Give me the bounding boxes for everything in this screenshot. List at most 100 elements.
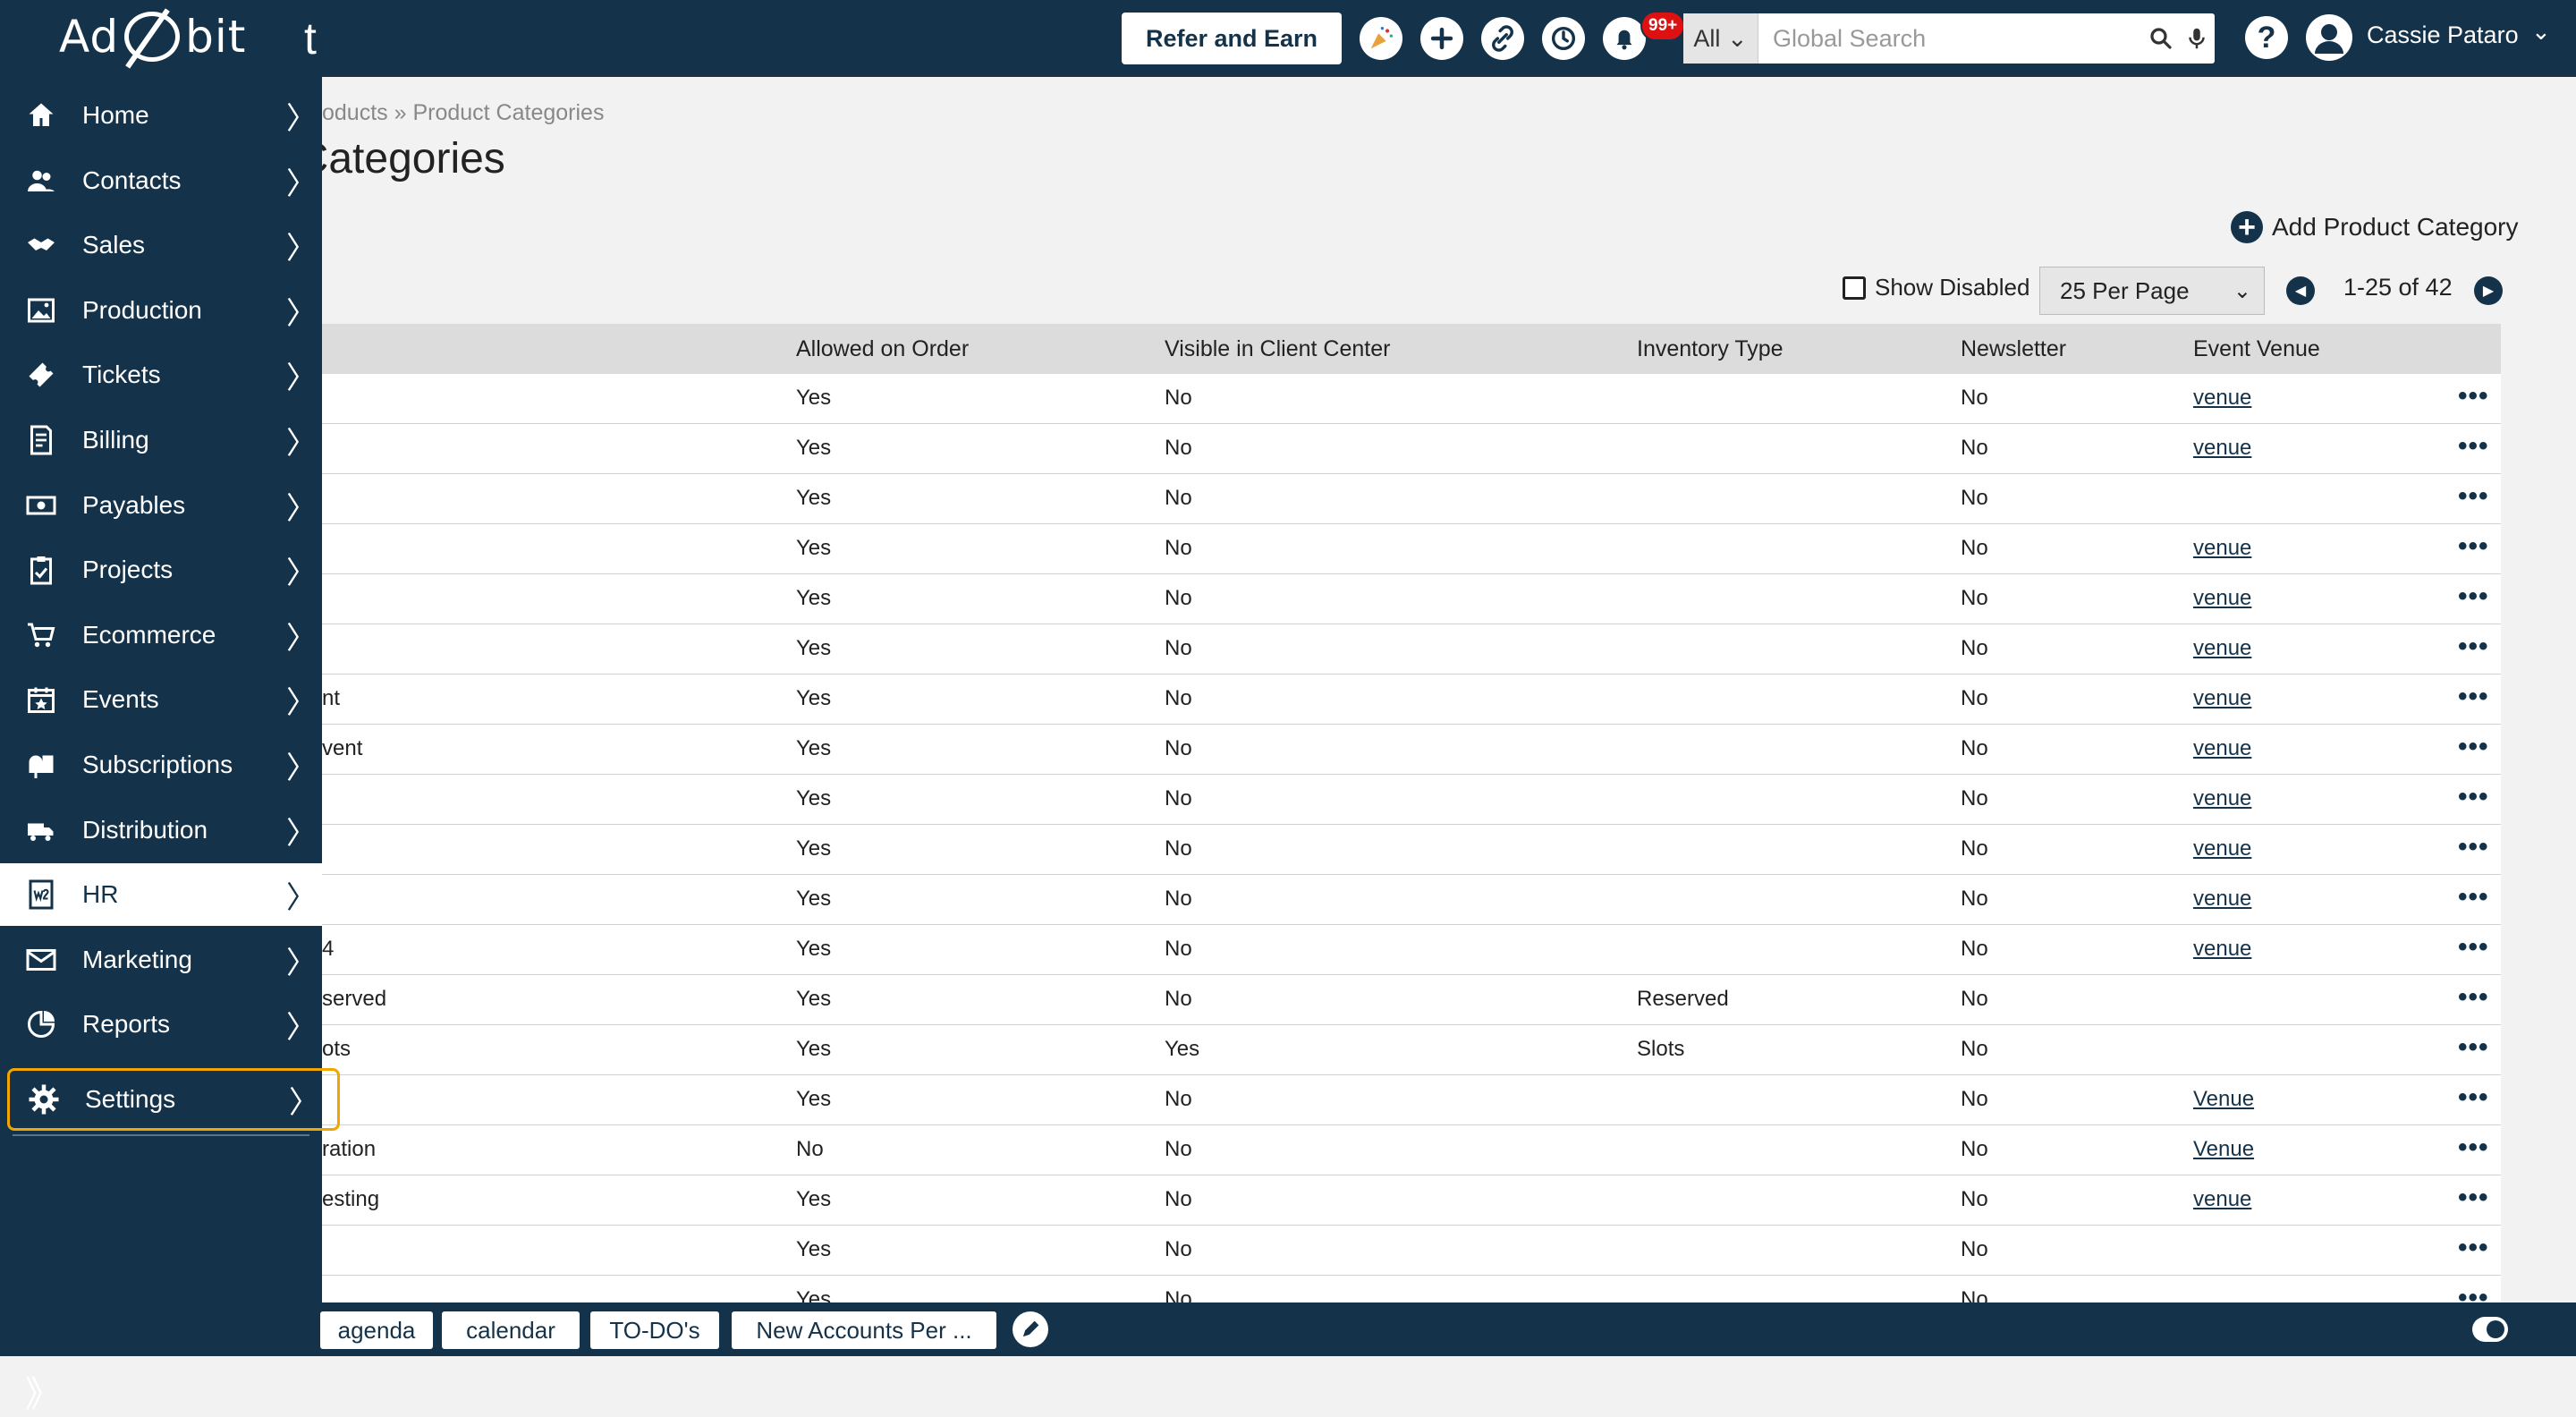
sidebar-item-projects[interactable]: Projects 〉 (0, 539, 322, 601)
adorbit-logo[interactable]: Ad bit (59, 5, 246, 68)
help-icon[interactable]: ? (2245, 16, 2288, 59)
cell-event-venue[interactable]: venue (2193, 937, 2252, 961)
column-header-visible-in-client-center[interactable]: Visible in Client Center (1165, 336, 1391, 361)
table-row[interactable]: Yes No No venue ••• (0, 374, 2501, 424)
row-menu-icon[interactable]: ••• (2458, 932, 2489, 962)
row-menu-icon[interactable]: ••• (2458, 581, 2489, 611)
table-row[interactable]: Yes No No venue ••• (0, 825, 2501, 875)
cell-event-venue[interactable]: Venue (2193, 1137, 2255, 1161)
table-row[interactable]: Yes No No venue ••• (0, 775, 2501, 825)
cell-event-venue[interactable]: venue (2193, 1187, 2252, 1211)
table-row[interactable]: Yes No No Venue ••• (0, 1075, 2501, 1125)
show-disabled-checkbox[interactable] (1843, 276, 1866, 300)
table-row[interactable]: Yes No No ••• (0, 474, 2501, 524)
bell-icon[interactable] (1603, 17, 1646, 60)
search-icon[interactable] (2143, 16, 2179, 61)
link-icon[interactable] (1481, 17, 1524, 60)
column-header-allowed-on-order[interactable]: Allowed on Order (796, 336, 970, 361)
sidebar-item-home[interactable]: Home 〉 (0, 84, 322, 147)
column-header-event-venue[interactable]: Event Venue (2193, 336, 2320, 361)
sidebar-item-contacts[interactable]: Contacts 〉 (0, 149, 322, 212)
table-row[interactable]: esting Yes No No venue ••• (0, 1175, 2501, 1226)
edit-icon[interactable] (1013, 1311, 1048, 1347)
search-scope-select[interactable]: All ⌄ (1683, 13, 1758, 64)
cell-event-venue[interactable]: venue (2193, 686, 2252, 710)
row-menu-icon[interactable]: ••• (2458, 782, 2489, 811)
table-row[interactable]: 4 Yes No No venue ••• (0, 925, 2501, 975)
sidebar-item-subscriptions[interactable]: Subscriptions 〉 (0, 734, 322, 796)
table-row[interactable]: vent Yes No No venue ••• (0, 725, 2501, 775)
party-popper-icon[interactable] (1360, 17, 1402, 60)
row-menu-icon[interactable]: ••• (2458, 1133, 2489, 1162)
table-row[interactable]: ots Yes Yes Slots No ••• (0, 1025, 2501, 1075)
row-menu-icon[interactable]: ••• (2458, 632, 2489, 661)
sidebar-item-marketing[interactable]: Marketing 〉 (0, 929, 322, 991)
row-menu-icon[interactable]: ••• (2458, 1183, 2489, 1212)
table-row[interactable]: Yes No No venue ••• (0, 424, 2501, 474)
row-menu-icon[interactable]: ••• (2458, 682, 2489, 711)
next-page-icon[interactable]: ▶ (2474, 276, 2503, 305)
sidebar-item-payables[interactable]: Payables 〉 (0, 474, 322, 537)
sidebar-item-tickets[interactable]: Tickets 〉 (0, 344, 322, 406)
bottom-tab-agenda[interactable]: agenda (320, 1311, 433, 1349)
table-row[interactable]: Yes No No venue ••• (0, 524, 2501, 574)
row-menu-icon[interactable]: ••• (2458, 882, 2489, 912)
bottom-tab-todos[interactable]: TO-DO's (590, 1311, 719, 1349)
chevron-down-icon[interactable]: ⌄ (2531, 18, 2551, 45)
per-page-select[interactable]: 25 Per Page ⌄ (2039, 267, 2265, 315)
bottom-tab-calendar[interactable]: calendar (442, 1311, 580, 1349)
history-icon[interactable] (1542, 17, 1585, 60)
table-row[interactable]: Yes No No venue ••• (0, 624, 2501, 675)
table-row[interactable]: Yes No No venue ••• (0, 875, 2501, 925)
plus-circle-icon[interactable] (1420, 17, 1463, 60)
sidebar-item-sales[interactable]: Sales 〉 (0, 214, 322, 276)
cell-event-venue[interactable]: venue (2193, 586, 2252, 610)
sidebar-item-events[interactable]: Events 〉 (0, 668, 322, 731)
cell-event-venue[interactable]: Venue (2193, 1087, 2255, 1111)
microphone-icon[interactable] (2179, 16, 2215, 61)
row-menu-icon[interactable]: ••• (2458, 1032, 2489, 1062)
sidebar-item-distribution[interactable]: Distribution 〉 (0, 799, 322, 861)
add-product-category-button[interactable]: + Add Product Category (2231, 211, 2519, 243)
row-menu-icon[interactable]: ••• (2458, 832, 2489, 861)
cell-newsletter: No (1961, 786, 1988, 810)
sidebar-item-reports[interactable]: Reports 〉 (0, 993, 322, 1056)
collapse-sidebar-icon[interactable]: 》 (25, 1374, 61, 1415)
avatar[interactable] (2306, 14, 2352, 61)
cell-event-venue[interactable]: venue (2193, 786, 2252, 810)
row-menu-icon[interactable]: ••• (2458, 732, 2489, 761)
table-row[interactable]: served Yes No Reserved No ••• (0, 975, 2501, 1025)
cell-event-venue[interactable]: venue (2193, 736, 2252, 760)
column-header-newsletter[interactable]: Newsletter (1961, 336, 2067, 361)
sidebar-item-settings[interactable]: Settings 〉 (7, 1068, 340, 1131)
row-menu-icon[interactable]: ••• (2458, 481, 2489, 511)
refer-and-earn-button[interactable]: Refer and Earn (1122, 13, 1342, 64)
table-row[interactable]: ration No No No Venue ••• (0, 1125, 2501, 1175)
row-menu-icon[interactable]: ••• (2458, 381, 2489, 411)
sidebar-item-ecommerce[interactable]: Ecommerce 〉 (0, 604, 322, 666)
column-header-inventory-type[interactable]: Inventory Type (1637, 336, 1784, 361)
row-menu-icon[interactable]: ••• (2458, 1233, 2489, 1262)
previous-page-icon[interactable]: ◀ (2286, 276, 2315, 305)
cell-event-venue[interactable]: venue (2193, 436, 2252, 460)
bottom-tab-new-accounts[interactable]: New Accounts Per ... (732, 1311, 996, 1349)
sidebar-item-billing[interactable]: Billing 〉 (0, 409, 322, 471)
cell-event-venue[interactable]: venue (2193, 536, 2252, 560)
cell-event-venue[interactable]: venue (2193, 836, 2252, 861)
row-menu-icon[interactable]: ••• (2458, 431, 2489, 461)
row-menu-icon[interactable]: ••• (2458, 1082, 2489, 1112)
show-disabled-toggle[interactable]: Show Disabled (1843, 274, 2029, 301)
cell-event-venue[interactable]: venue (2193, 636, 2252, 660)
row-menu-icon[interactable]: ••• (2458, 982, 2489, 1012)
user-name[interactable]: Cassie Pataro (2367, 21, 2519, 48)
sidebar-item-production[interactable]: Production 〉 (0, 279, 322, 342)
cell-event-venue[interactable]: venue (2193, 887, 2252, 911)
table-row[interactable]: Yes No No ••• (0, 1226, 2501, 1276)
toggle-icon[interactable] (2472, 1317, 2508, 1342)
cell-event-venue[interactable]: venue (2193, 386, 2252, 410)
sidebar-item-hr[interactable]: HR 〉 (0, 863, 322, 926)
search-input[interactable] (1758, 15, 2143, 62)
table-row[interactable]: Yes No No venue ••• (0, 574, 2501, 624)
row-menu-icon[interactable]: ••• (2458, 531, 2489, 561)
table-row[interactable]: nt Yes No No venue ••• (0, 675, 2501, 725)
